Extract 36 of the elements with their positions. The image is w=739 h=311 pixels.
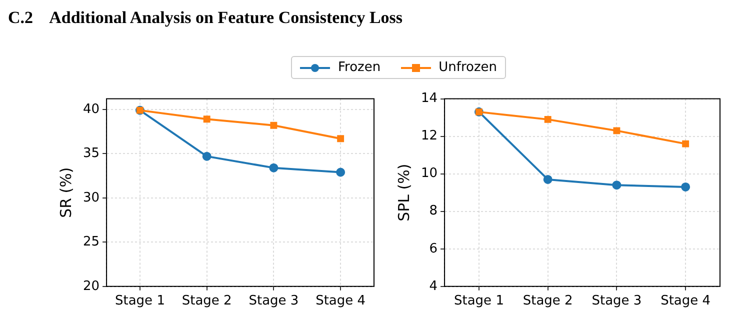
x-tick-label: Stage 2 xyxy=(522,294,573,309)
point xyxy=(543,174,552,184)
x-tick-label: Stage 4 xyxy=(660,294,711,309)
y-tick-label: 20 xyxy=(82,278,100,294)
x-tick-label: Stage 2 xyxy=(182,294,232,309)
legend-label: Frozen xyxy=(338,60,381,75)
x-tick-label: Stage 4 xyxy=(316,294,366,309)
point xyxy=(612,180,622,190)
y-tick-label: 30 xyxy=(82,190,100,206)
y-tick-label: 6 xyxy=(429,241,438,256)
y-axis-title: SR (%) xyxy=(56,167,75,218)
y-tick-label: 14 xyxy=(420,91,438,106)
y-tick-label: 4 xyxy=(429,278,438,294)
y-tick-label: 40 xyxy=(82,102,100,117)
point xyxy=(269,163,278,172)
y-tick-label: 12 xyxy=(420,128,438,144)
y-tick-label: 8 xyxy=(429,204,438,219)
x-tick-label: Stage 3 xyxy=(592,294,642,309)
point xyxy=(203,116,210,123)
point xyxy=(681,182,690,192)
legend-label: Unfrozen xyxy=(438,60,498,75)
x-tick-label: Stage 1 xyxy=(114,294,165,309)
point xyxy=(270,122,278,129)
point xyxy=(336,168,346,177)
y-tick-label: 25 xyxy=(82,234,100,250)
y-tick-label: 10 xyxy=(420,166,438,182)
x-tick-label: Stage 1 xyxy=(454,294,504,309)
chart-title: C.2 Additional Analysis on Feature Consistency Loss xyxy=(8,8,403,28)
x-tick-label: Stage 3 xyxy=(248,294,299,309)
point xyxy=(682,140,690,148)
y-tick-label: 35 xyxy=(82,146,100,162)
point xyxy=(544,116,552,123)
point xyxy=(613,127,620,134)
point xyxy=(202,152,212,161)
y-axis-title: SPL (%) xyxy=(394,164,413,222)
point xyxy=(337,135,344,142)
